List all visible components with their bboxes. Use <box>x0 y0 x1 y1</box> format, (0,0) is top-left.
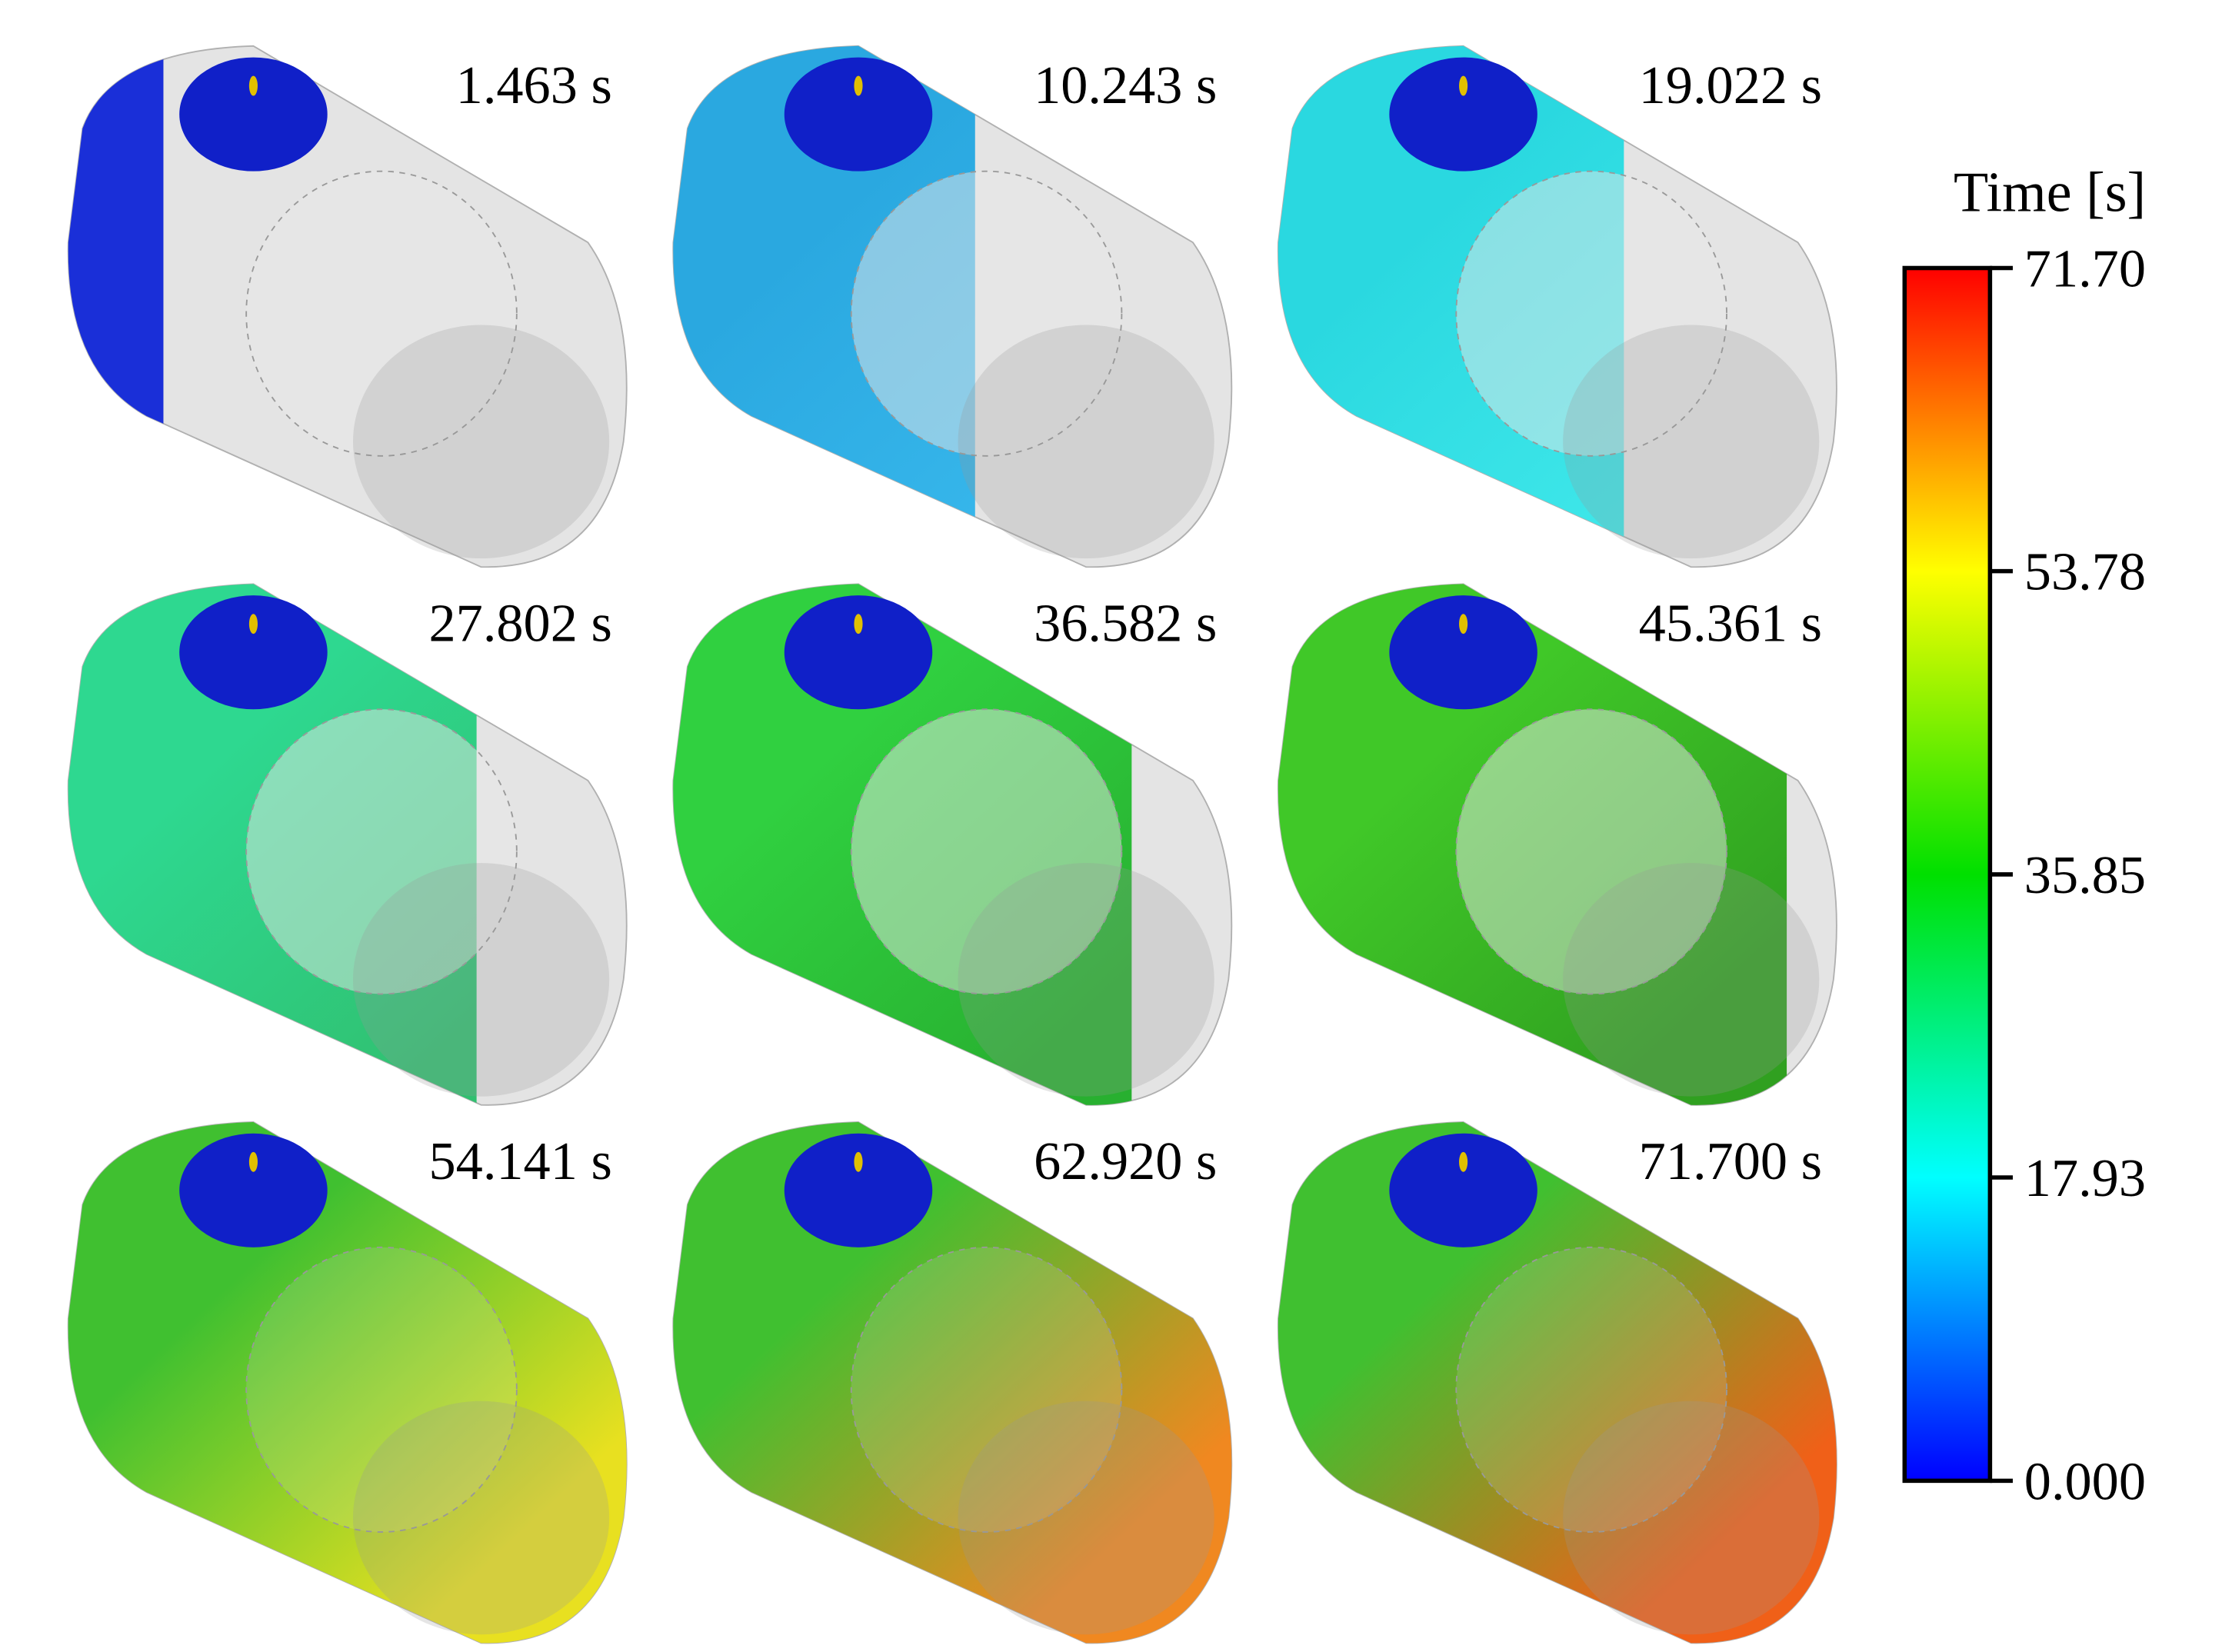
gate <box>248 75 258 96</box>
mold-end <box>958 1401 1214 1635</box>
mesh-insert <box>1455 170 1727 457</box>
time-label: 62.920 s <box>1034 1131 1217 1191</box>
filled-region <box>673 1121 1232 1644</box>
panel: 27.802 s <box>67 583 628 1106</box>
time-label: 19.022 s <box>1639 55 1822 115</box>
mesh-insert <box>1455 1246 1727 1533</box>
gate-region <box>784 1133 933 1247</box>
gate <box>248 1151 258 1172</box>
mesh-insert <box>245 1246 518 1533</box>
colorbar-tick-label: 71.70 <box>2024 239 2146 299</box>
mesh-insert <box>245 708 518 995</box>
mold-end <box>352 863 610 1097</box>
gate-region <box>784 595 933 710</box>
gate <box>1459 1151 1468 1172</box>
gate <box>854 614 863 634</box>
gate <box>1459 75 1468 96</box>
colorbar-tick-label: 53.78 <box>2024 542 2146 602</box>
panel: 71.700 s <box>1278 1121 1837 1644</box>
mesh-insert <box>850 708 1123 995</box>
gate-region <box>1389 595 1537 710</box>
filled-region <box>68 59 164 424</box>
gate-region <box>1389 1133 1537 1247</box>
filled-region <box>68 1121 627 1644</box>
colorbar <box>1902 265 1993 1484</box>
gate-region <box>784 57 933 172</box>
gate-region <box>1389 57 1537 172</box>
mold-end <box>352 325 610 559</box>
gate-region <box>179 595 328 710</box>
mold-end <box>1563 325 1820 559</box>
gate-region <box>179 57 328 172</box>
panel: 36.582 s <box>672 583 1233 1106</box>
colorbar-tick-label: 0.000 <box>2024 1451 2146 1511</box>
colorbar-tick-label: 17.93 <box>2024 1148 2146 1208</box>
time-label: 1.463 s <box>456 55 612 115</box>
time-label: 54.141 s <box>429 1131 612 1191</box>
colorbar-title: Time [s] <box>1954 161 2146 224</box>
mesh-insert <box>850 170 1123 457</box>
colorbar-tick-label: 35.85 <box>2024 845 2146 905</box>
gate <box>1459 614 1468 634</box>
mesh-insert <box>850 1246 1123 1533</box>
panel: 19.022 s <box>1278 45 1837 568</box>
gate <box>854 75 863 96</box>
mold-end <box>1563 1401 1820 1635</box>
time-label: 36.582 s <box>1034 593 1217 653</box>
mesh-insert <box>245 170 518 457</box>
time-label: 10.243 s <box>1034 55 1217 115</box>
gate <box>248 614 258 634</box>
mold-end <box>958 863 1214 1097</box>
time-label: 71.700 s <box>1639 1131 1822 1191</box>
panel: 45.361 s <box>1278 583 1837 1106</box>
panel: 54.141 s <box>67 1121 628 1644</box>
mold-end <box>352 1401 610 1635</box>
panel: 10.243 s <box>672 45 1233 568</box>
mold-end <box>1563 863 1820 1097</box>
gate <box>854 1151 863 1172</box>
panel: 1.463 s <box>67 45 628 568</box>
panel: 62.920 s <box>672 1121 1233 1644</box>
time-label: 45.361 s <box>1639 593 1822 653</box>
gate-region <box>179 1133 328 1247</box>
mold-end <box>958 325 1214 559</box>
filled-region <box>1278 1121 1837 1644</box>
time-label: 27.802 s <box>429 593 612 653</box>
mesh-insert <box>1455 708 1727 995</box>
